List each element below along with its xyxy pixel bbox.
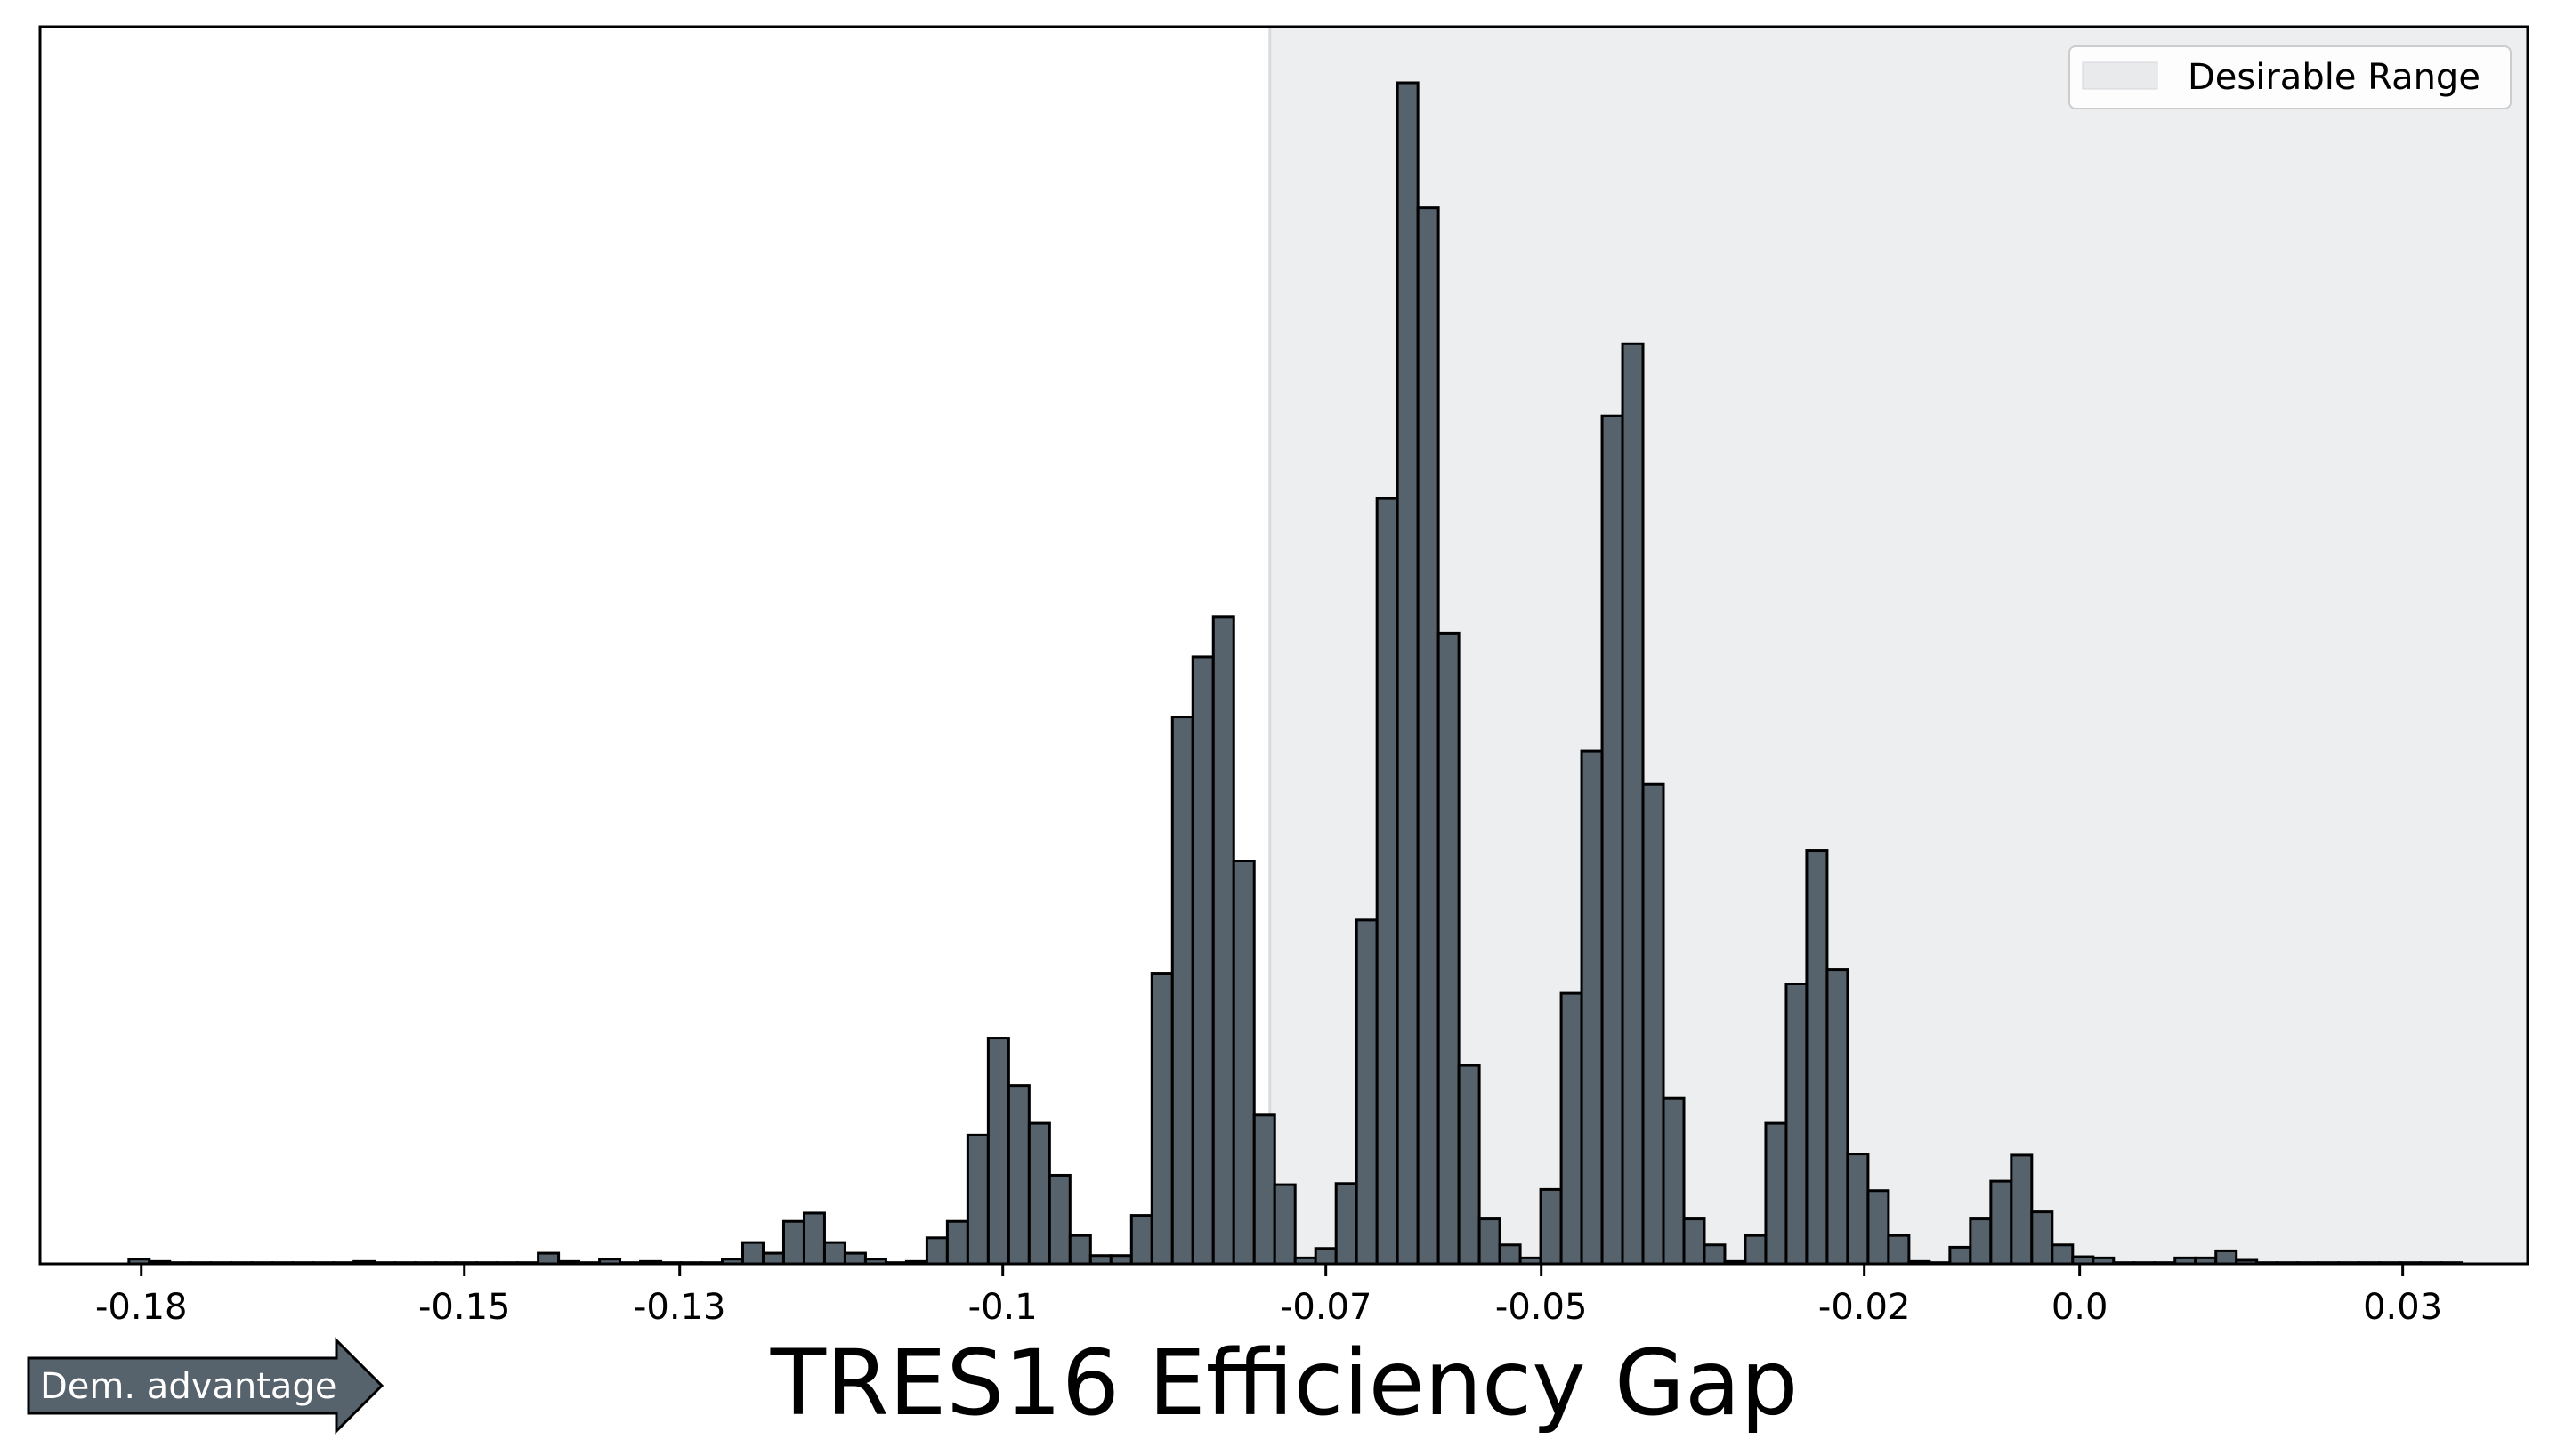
histogram-bar	[1825, 968, 1849, 1266]
x-tick-label: 0.03	[2363, 1287, 2442, 1328]
legend-label-desirable-range: Desirable Range	[2188, 57, 2480, 98]
histogram-bar	[1559, 991, 1583, 1266]
histogram-bar	[1129, 1214, 1153, 1266]
histogram-bar	[822, 1241, 846, 1266]
histogram-bar	[1621, 342, 1645, 1266]
histogram-bar	[1457, 1064, 1481, 1266]
histogram-bar	[1048, 1173, 1072, 1266]
histogram-bar	[1948, 1245, 1972, 1266]
dem-advantage-label: Dem. advantage	[40, 1366, 336, 1407]
histogram-bar	[1641, 782, 1665, 1266]
x-tick-label: -0.05	[1495, 1287, 1588, 1328]
histogram-bar	[1887, 1234, 1911, 1266]
histogram-bar	[986, 1037, 1010, 1266]
histogram-bar	[1273, 1183, 1297, 1266]
histogram-bar	[1539, 1187, 1563, 1266]
histogram-bar	[1027, 1121, 1051, 1266]
histogram-bar	[1662, 1096, 1686, 1266]
histogram-bar	[1314, 1247, 1338, 1266]
x-tick-label: -0.13	[634, 1287, 726, 1328]
x-tick-label: -0.02	[1818, 1287, 1911, 1328]
histogram-bar	[1580, 749, 1604, 1266]
histogram-bar	[802, 1211, 826, 1266]
histogram-bar	[945, 1219, 969, 1266]
histogram-bar	[1007, 1084, 1031, 1266]
histogram-bar	[1477, 1217, 1501, 1266]
histogram-bar	[966, 1133, 990, 1266]
histogram-bar	[740, 1241, 765, 1266]
histogram-bar	[843, 1251, 867, 1266]
histogram-bar	[1764, 1121, 1788, 1266]
x-axis-label: TRES16 Efficiency Gap	[770, 1331, 1799, 1436]
desirable-range-band	[1269, 27, 2528, 1264]
histogram-bar	[1805, 849, 1829, 1266]
histogram-bar	[761, 1251, 785, 1266]
right-arrow-icon	[27, 1337, 384, 1435]
histogram-bar	[1232, 859, 1256, 1266]
histogram-bar	[1396, 81, 1420, 1266]
histogram-bar	[1498, 1243, 1522, 1266]
histogram-bar	[1436, 631, 1461, 1266]
histogram-bar	[1846, 1153, 1870, 1266]
histogram-bar	[1252, 1113, 1276, 1266]
histogram-bar	[1703, 1243, 1727, 1266]
histogram-bar	[2214, 1249, 2238, 1266]
histogram-bar	[781, 1219, 805, 1266]
histogram-bar	[1682, 1217, 1706, 1266]
plot-frame	[38, 25, 2529, 1266]
x-tick-label: -0.1	[968, 1287, 1038, 1328]
histogram-bar	[1355, 918, 1379, 1266]
histogram-bar	[1191, 655, 1215, 1266]
histogram-bar	[1068, 1234, 1092, 1266]
histogram-bar	[1969, 1217, 1993, 1266]
x-tick-label: 0.0	[2051, 1287, 2108, 1328]
dem-advantage-arrow: Dem. advantage	[27, 1337, 384, 1435]
histogram-bar	[1150, 972, 1174, 1266]
histogram-bar	[1211, 615, 1235, 1266]
x-axis-ticks: -0.18 -0.15 -0.13 -0.1 -0.07 -0.05 -0.02 0.0 0.0…	[95, 1264, 2442, 1328]
histogram-bar	[2030, 1210, 2054, 1266]
histogram-bar	[1989, 1179, 2013, 1266]
histogram-bar	[1600, 414, 1624, 1266]
x-tick-label: -0.07	[1280, 1287, 1372, 1328]
x-tick-label: -0.15	[418, 1287, 511, 1328]
legend-swatch-desirable-range	[2082, 61, 2158, 90]
histogram-bar	[1416, 206, 1440, 1266]
histogram-bar	[1784, 983, 1809, 1266]
histogram-bar	[2010, 1153, 2034, 1266]
x-tick-label: -0.18	[95, 1287, 188, 1328]
histogram-bar	[537, 1251, 561, 1266]
histogram-bar	[1866, 1189, 1890, 1266]
histogram-bar	[1170, 716, 1194, 1266]
histogram-bar	[2051, 1243, 2075, 1266]
histogram-bar	[1375, 497, 1399, 1266]
legend-frame	[2068, 45, 2512, 109]
histogram-bar	[925, 1236, 949, 1266]
legend: Desirable Range	[2068, 45, 2512, 109]
histogram-bar	[1334, 1182, 1358, 1266]
histogram-bar	[1744, 1234, 1768, 1266]
histogram-bars	[127, 81, 2464, 1266]
